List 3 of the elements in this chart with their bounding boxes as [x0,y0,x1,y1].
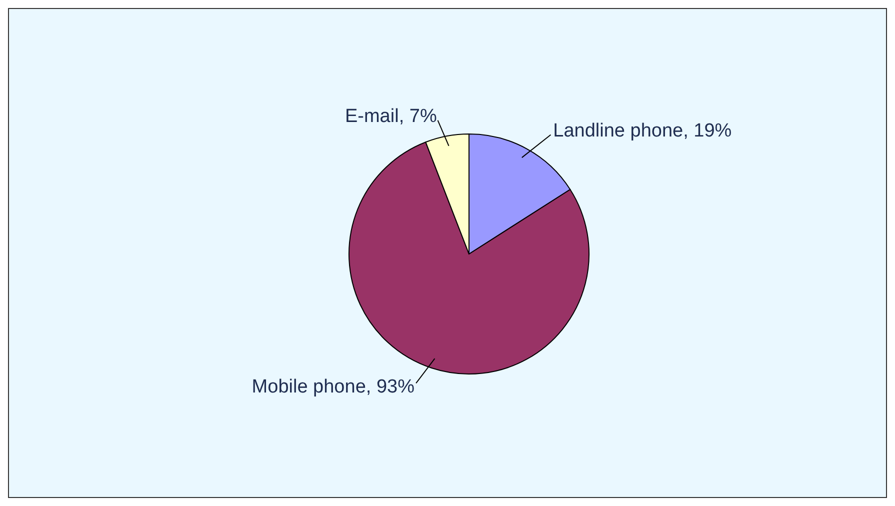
slice-label: Mobile phone, 93% [252,376,415,398]
slice-label: Landline phone, 19% [553,120,732,142]
slice-label: E-mail, 7% [344,106,437,127]
